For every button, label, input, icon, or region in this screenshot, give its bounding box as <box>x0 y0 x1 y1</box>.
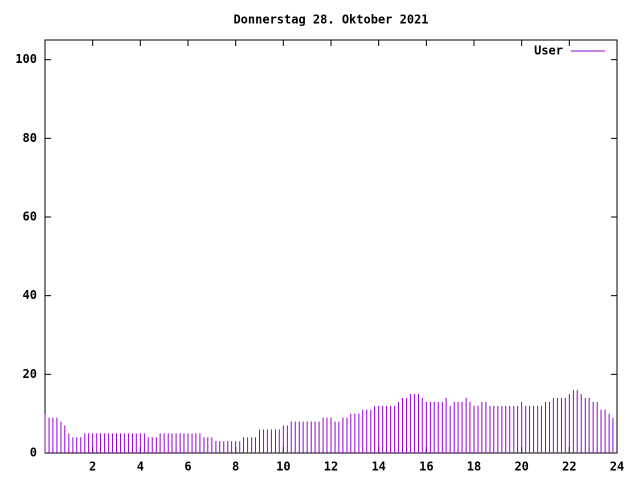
x-tick-label: 14 <box>371 460 385 474</box>
x-tick-label: 18 <box>467 460 481 474</box>
y-tick-label: 0 <box>30 446 37 460</box>
legend-label: User <box>534 44 563 58</box>
x-tick-label: 4 <box>137 460 144 474</box>
x-tick-label: 16 <box>419 460 433 474</box>
y-tick-label: 20 <box>23 367 37 381</box>
x-tick-label: 6 <box>184 460 191 474</box>
y-tick-label: 40 <box>23 288 37 302</box>
chart-title: Donnerstag 28. Oktober 2021 <box>233 13 428 27</box>
x-tick-label: 2 <box>89 460 96 474</box>
y-tick-label: 80 <box>23 131 37 145</box>
x-tick-label: 8 <box>232 460 239 474</box>
x-tick-label: 12 <box>324 460 338 474</box>
x-tick-label: 24 <box>610 460 624 474</box>
x-tick-label: 20 <box>514 460 528 474</box>
x-tick-label: 10 <box>276 460 290 474</box>
y-tick-label: 100 <box>15 52 37 66</box>
plot-frame <box>44 39 618 454</box>
x-tick-label: 22 <box>562 460 576 474</box>
y-tick-label: 60 <box>23 210 37 224</box>
